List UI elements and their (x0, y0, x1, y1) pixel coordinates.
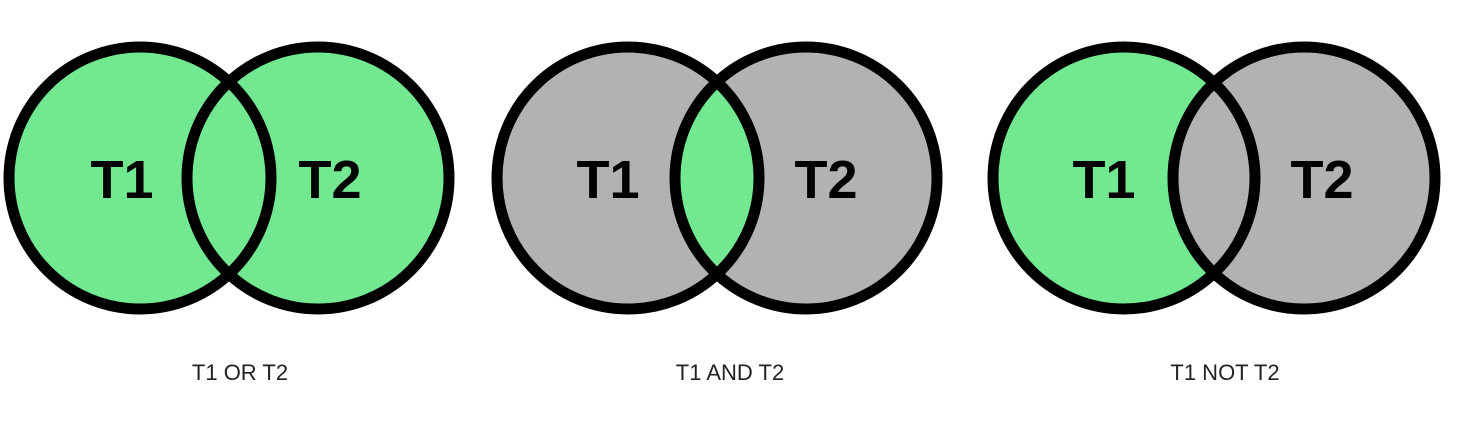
diagram-caption: T1 AND T2 (675, 360, 785, 385)
t1-circle-outline (491, 41, 765, 315)
venn-diagram-not: T1 T2 T1 NOT T2 (985, 0, 1465, 424)
venn-svg-and: T1 T2 (491, 41, 943, 315)
diagram-caption: T1 NOT T2 (1170, 360, 1280, 385)
t2-circle-outline (669, 41, 943, 315)
t1-label: T1 (90, 150, 153, 210)
t1-circle-outline (3, 41, 277, 315)
t1-label: T1 (576, 150, 639, 210)
t1-label: T1 (1072, 150, 1135, 210)
t2-label: T2 (1290, 150, 1353, 210)
venn-svg-or: T1 T2 (3, 41, 455, 315)
venn-diagram-and: T1 T2 T1 AND T2 (490, 0, 970, 424)
venn-diagram-or: T1 T2 T1 OR T2 (0, 0, 480, 424)
t2-circle-outline (1167, 41, 1441, 315)
venn-svg-not: T1 T2 (987, 41, 1441, 315)
t1-circle-outline (987, 41, 1261, 315)
t2-label: T2 (794, 150, 857, 210)
t2-label: T2 (298, 150, 361, 210)
t2-circle-outline (181, 41, 455, 315)
diagram-caption: T1 OR T2 (191, 360, 289, 385)
